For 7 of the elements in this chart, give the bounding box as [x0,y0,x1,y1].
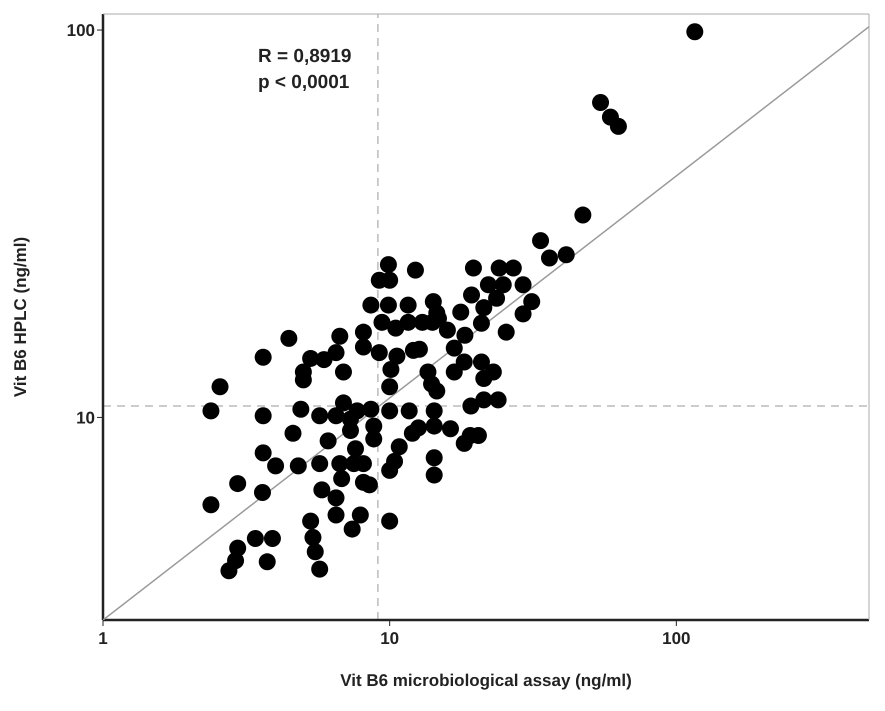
x-tick-label: 100 [662,629,691,648]
x-axis-title: Vit B6 microbiological assay (ng/ml) [340,671,632,690]
annotation: R = 0,8919 [258,45,352,69]
x-tick-label: 1 [98,629,108,648]
y-axis-title: Vit B6 HPLC (ng/ml) [11,236,30,398]
x-tick-label: 10 [380,629,400,648]
annotation: p < 0,0001 [258,71,350,95]
